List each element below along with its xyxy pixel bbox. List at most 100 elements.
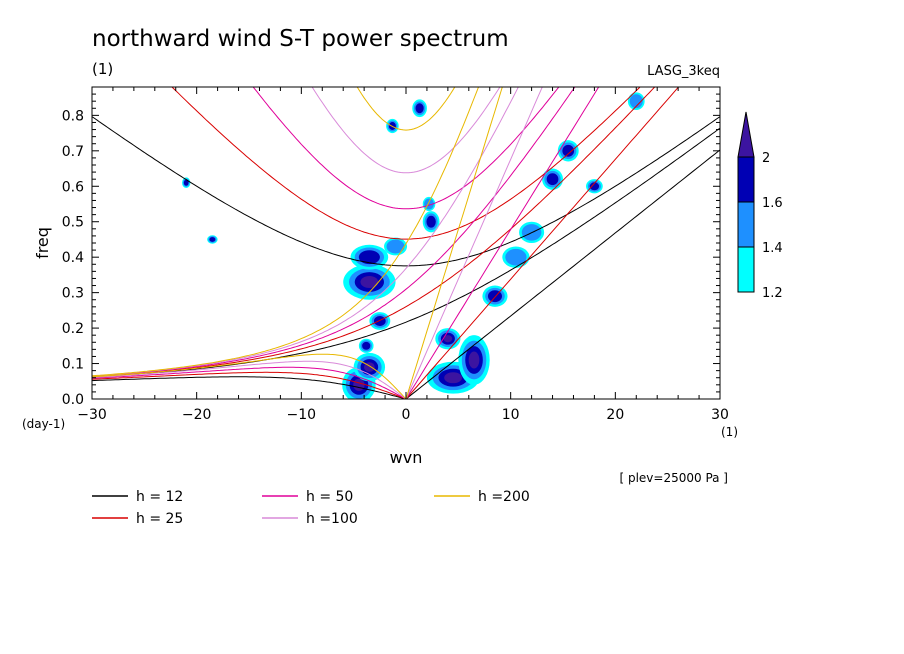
- contour-blob: [353, 352, 386, 382]
- contour-blob: [586, 179, 603, 194]
- kelvin-wave-line: [405, 87, 680, 399]
- contour-blob: [207, 235, 218, 244]
- contour-blob: [458, 335, 490, 385]
- contour-blob: [384, 237, 408, 256]
- colorbar-label: 1.4: [762, 241, 783, 256]
- colorbar-label: 1.2: [762, 286, 783, 301]
- colorbar-triangle: [737, 111, 755, 158]
- inertia-gravity-wave-line: [171, 87, 641, 240]
- mrg-wave-line: [92, 127, 720, 378]
- dispersion-curves: [92, 87, 720, 399]
- contour-level-3: [360, 275, 379, 289]
- contour-blob: [422, 211, 440, 233]
- kelvin-wave-line: [405, 87, 543, 399]
- plev-annotation: [ plev=25000 Pa ]: [619, 471, 728, 485]
- curve-h25: [92, 87, 680, 399]
- power-contours: [182, 92, 645, 399]
- contour-blob: [412, 99, 427, 118]
- y-tick-label: 0.1: [62, 357, 84, 373]
- colorbar-segment: [737, 201, 755, 248]
- contour-level-2: [546, 173, 559, 186]
- y-tick-label: 0.3: [62, 286, 84, 302]
- contour-level-3: [443, 335, 453, 343]
- x-tick-label: 20: [606, 407, 624, 423]
- y-tick-label: 0.4: [62, 250, 84, 266]
- legend: h = 12 h = 25 h = 50 h =100 h =200: [92, 489, 530, 527]
- subtitle-left: (1): [92, 60, 113, 78]
- colorbar-label: 1.6: [762, 196, 783, 211]
- contour-level-2: [358, 250, 380, 265]
- x-axis: −30 −20 −10 0 10 20 30: [77, 87, 729, 423]
- kelvin-wave-line: [405, 87, 503, 399]
- curve-h12: [92, 116, 720, 399]
- y-unit-label: (day-1): [22, 417, 65, 431]
- contour-level-2: [362, 341, 371, 350]
- legend-label: h =200: [478, 489, 530, 505]
- y-axis-label: freq: [33, 227, 52, 259]
- contour-level-2: [426, 215, 436, 228]
- chart-title: northward wind S-T power spectrum: [92, 26, 509, 52]
- colorbar-segment: [737, 246, 755, 293]
- rossby-wave-line: [92, 366, 407, 399]
- x-tick-label: 0: [402, 407, 411, 423]
- y-tick-label: 0.2: [62, 321, 84, 337]
- kelvin-wave-line: [405, 149, 720, 399]
- contour-blob: [542, 168, 563, 190]
- legend-label: h = 25: [136, 511, 183, 527]
- curve-h50: [92, 87, 600, 399]
- contour-blob: [557, 140, 579, 162]
- x-tick-label: 30: [711, 407, 729, 423]
- x-tick-label: −20: [182, 407, 212, 423]
- mrg-wave-line: [92, 87, 519, 377]
- contour-level-2: [373, 316, 386, 326]
- mrg-wave-line: [92, 87, 576, 377]
- contour-level-1: [629, 94, 643, 109]
- colorbar-segment: [737, 156, 755, 203]
- contour-level-2: [415, 103, 424, 114]
- contour-blob: [182, 177, 191, 189]
- contour-level-2: [209, 237, 216, 242]
- legend-label: h = 12: [136, 489, 183, 505]
- contour-level-2: [183, 179, 189, 186]
- inertia-gravity-wave-line: [92, 116, 720, 267]
- x-tick-label: −30: [77, 407, 107, 423]
- contour-blob: [350, 244, 389, 270]
- contour-level-3: [353, 378, 365, 391]
- curve-h200: [92, 87, 503, 399]
- rossby-wave-line: [92, 360, 407, 399]
- y-axis: 0.0 0.1 0.2 0.3 0.4 0.5 0.6 0.7 0.8: [62, 86, 720, 408]
- contour-blob: [358, 338, 374, 353]
- contour-blob: [482, 285, 508, 307]
- contour-blob: [369, 312, 391, 330]
- x-tick-label: 10: [502, 407, 520, 423]
- rossby-wave-line: [92, 353, 407, 399]
- legend-label: h = 50: [306, 489, 353, 505]
- legend-label: h =100: [306, 511, 358, 527]
- x-axis-label: wvn: [390, 448, 423, 467]
- contour-level-3: [444, 372, 462, 384]
- contour-level-3: [468, 351, 480, 369]
- inertia-gravity-wave-line: [356, 87, 456, 131]
- inertia-gravity-wave-line: [311, 87, 501, 174]
- contour-blob: [502, 246, 530, 268]
- colorbar: 2 1.6 1.4 1.2: [737, 111, 783, 301]
- contour-blob: [343, 264, 396, 300]
- contour-level-2: [589, 182, 600, 191]
- rossby-wave-line: [92, 371, 407, 399]
- contour-level-2: [562, 144, 575, 157]
- mrg-wave-line: [92, 87, 480, 377]
- contour-level-1: [386, 239, 405, 254]
- rossby-wave-line: [92, 376, 407, 399]
- y-tick-label: 0.5: [62, 215, 84, 231]
- curve-h100: [92, 87, 543, 399]
- contour-level-1: [505, 248, 527, 266]
- mrg-wave-line: [92, 87, 656, 378]
- x-unit-label: (1): [721, 425, 738, 439]
- y-tick-label: 0.7: [62, 144, 84, 160]
- y-tick-label: 0.6: [62, 179, 84, 195]
- y-tick-label: 0.0: [62, 392, 84, 408]
- contour-blob: [627, 92, 645, 111]
- kelvin-wave-line: [405, 87, 600, 399]
- y-tick-label: 0.8: [62, 108, 84, 124]
